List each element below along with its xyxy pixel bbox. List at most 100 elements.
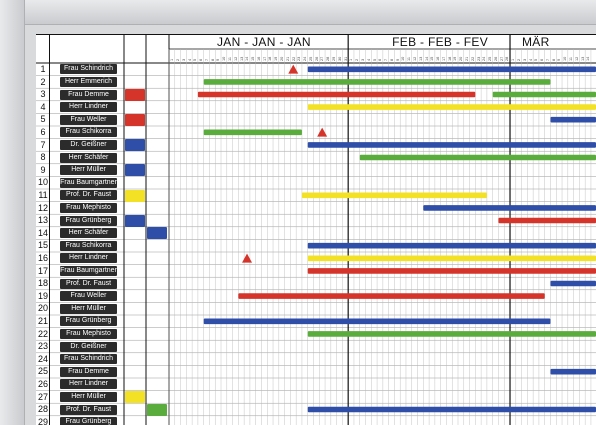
schedule-bar-yellow[interactable] xyxy=(307,255,596,262)
name-tag[interactable]: Frau Baumgartner xyxy=(60,265,117,276)
row-number: 13 xyxy=(37,215,48,226)
row-number: 10 xyxy=(37,177,48,188)
day-number: 25 xyxy=(308,56,313,61)
day-number: 18 xyxy=(268,56,273,61)
month-label-mar: MÄR xyxy=(522,35,550,49)
day-number: 13 xyxy=(418,56,423,61)
name-tag[interactable]: Frau Schindrich xyxy=(60,64,117,75)
name-tag[interactable]: Frau Weller xyxy=(60,114,117,125)
name-tag[interactable]: Frau Baumgartner xyxy=(60,177,117,188)
day-number: 2 xyxy=(517,58,521,61)
status-magnet-blue[interactable] xyxy=(147,227,167,240)
day-number: 4 xyxy=(187,58,192,61)
schedule-bar-blue[interactable] xyxy=(550,116,596,123)
schedule-bar-blue[interactable] xyxy=(550,280,596,287)
triangle-marker-icon[interactable] xyxy=(288,64,299,74)
name-tag[interactable]: Frau Schindrich xyxy=(60,354,117,365)
schedule-bar-green[interactable] xyxy=(492,91,596,98)
name-tag[interactable]: Herr Lindner xyxy=(60,379,117,390)
name-tag[interactable]: Frau Demme xyxy=(60,366,117,377)
day-number: 22 xyxy=(470,56,475,61)
day-number: 3 xyxy=(522,58,527,61)
day-number: 7 xyxy=(204,58,209,61)
day-number: 11 xyxy=(569,57,574,61)
triangle-marker-icon[interactable] xyxy=(242,253,253,263)
day-number: 20 xyxy=(459,56,464,61)
day-number: 11 xyxy=(407,57,412,61)
schedule-bar-red[interactable] xyxy=(197,91,476,98)
schedule-bar-green[interactable] xyxy=(307,331,596,337)
triangle-marker-icon[interactable] xyxy=(317,127,328,137)
schedule-bar-blue[interactable] xyxy=(307,406,596,413)
row-number: 22 xyxy=(37,328,48,339)
status-magnet-yellow[interactable] xyxy=(125,189,145,202)
day-number: 5 xyxy=(193,58,198,61)
schedule-bar-yellow[interactable] xyxy=(307,104,596,110)
day-number: 12 xyxy=(412,56,417,61)
day-number: 7 xyxy=(545,58,550,61)
schedule-bar-yellow[interactable] xyxy=(301,192,487,199)
day-number: 16 xyxy=(256,56,261,61)
name-tag[interactable]: Herr Emmerich xyxy=(60,76,117,87)
month-label-feb: FEB - FEB - FEV xyxy=(392,35,489,49)
day-number: 2 xyxy=(175,58,180,61)
status-magnet-blue[interactable] xyxy=(125,139,145,152)
name-tag[interactable]: Frau Weller xyxy=(60,291,117,302)
schedule-bar-green[interactable] xyxy=(203,129,302,136)
schedule-bar-blue[interactable] xyxy=(307,142,596,148)
name-tag[interactable]: Frau Grünberg xyxy=(60,215,117,226)
name-tag[interactable]: Frau Grünberg xyxy=(60,417,117,425)
schedule-bar-blue[interactable] xyxy=(307,66,596,73)
name-tag[interactable]: Herr Lindner xyxy=(60,253,117,264)
day-number: 10 xyxy=(222,56,227,61)
name-tag[interactable]: Frau Mephisto xyxy=(60,328,117,339)
day-number: 10 xyxy=(401,56,406,61)
schedule-bar-green[interactable] xyxy=(359,154,596,161)
schedule-bar-blue[interactable] xyxy=(307,242,596,249)
day-number: 1 xyxy=(349,58,354,61)
schedule-bar-blue[interactable] xyxy=(423,205,596,211)
name-tag[interactable]: Herr Müller xyxy=(60,303,117,314)
day-number: 12 xyxy=(574,56,579,61)
name-tag[interactable]: Herr Lindner xyxy=(60,102,117,113)
day-number: 5 xyxy=(534,58,539,61)
name-tag[interactable]: Herr Schäfer xyxy=(60,228,117,239)
name-tag[interactable]: Prof. Dr. Faust xyxy=(60,190,117,201)
name-tag[interactable]: Frau Demme xyxy=(60,89,117,100)
day-number: 26 xyxy=(314,56,319,61)
name-tag[interactable]: Prof. Dr. Faust xyxy=(60,278,117,289)
schedule-bar-red[interactable] xyxy=(238,293,545,299)
status-magnet-blue[interactable] xyxy=(125,214,145,227)
schedule-bar-red[interactable] xyxy=(307,268,596,274)
schedule-bar-green[interactable] xyxy=(203,79,551,85)
day-number: 6 xyxy=(378,58,383,61)
status-magnet-yellow[interactable] xyxy=(125,391,145,404)
name-tag[interactable]: Herr Müller xyxy=(60,165,117,176)
day-number: 1 xyxy=(170,58,175,61)
schedule-bar-blue[interactable] xyxy=(550,368,596,375)
row-number: 1 xyxy=(40,64,46,74)
name-tag[interactable]: Dr. Geißner xyxy=(60,139,117,150)
name-tag[interactable]: Prof. Dr. Faust xyxy=(60,404,117,415)
schedule-bar-blue[interactable] xyxy=(203,318,551,325)
calendar-grid xyxy=(36,34,596,425)
day-number: 19 xyxy=(453,56,458,61)
name-tag[interactable]: Herr Schäfer xyxy=(60,152,117,163)
name-tag[interactable]: Frau Schikorra xyxy=(60,127,117,138)
status-magnet-red[interactable] xyxy=(125,113,145,126)
board-frame-top xyxy=(0,0,596,25)
day-number: 18 xyxy=(447,56,452,61)
status-magnet-blue[interactable] xyxy=(125,164,145,177)
month-label-jan: JAN - JAN - JAN xyxy=(217,35,311,49)
name-tag[interactable]: Frau Schikorra xyxy=(60,240,117,251)
name-tag[interactable]: Frau Mephisto xyxy=(60,202,117,213)
name-tag[interactable]: Frau Grünberg xyxy=(60,316,117,327)
row-number: 23 xyxy=(37,341,48,352)
day-number: 19 xyxy=(274,56,279,61)
name-tag[interactable]: Dr. Geißner xyxy=(60,341,117,352)
name-tag[interactable]: Herr Müller xyxy=(60,391,117,402)
status-magnet-green[interactable] xyxy=(147,403,167,416)
status-magnet-red[interactable] xyxy=(125,88,145,101)
schedule-bar-red[interactable] xyxy=(498,217,596,224)
